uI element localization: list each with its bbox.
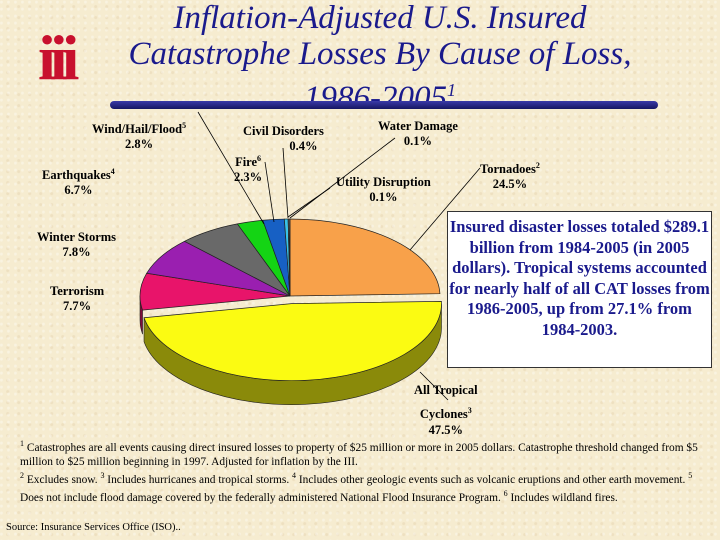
leader-lines [197,111,481,401]
label-earthquakes: Earthquakes4 6.7% [42,164,115,198]
title-line-3: 1986-20051 [110,72,650,116]
fn-text-3: Includes hurricanes and tropical storms. [104,474,293,486]
title-line-2: Catastrophe Losses By Cause of Loss, [128,36,632,72]
fn-mark-3: 3 [100,471,105,481]
fn-mark-6: 6 [503,489,508,499]
leader-water [289,137,396,219]
civil-name: Civil Disorders [243,124,324,138]
winter-name: Winter Storms [37,230,117,244]
fire-value: 2.3% [234,170,263,185]
tropical-name-2-line: Cyclones3 [414,403,478,422]
pie-slice-tornadoes [289,218,441,297]
fn-text-2: Excludes snow. [24,474,101,486]
fire-sup: 6 [257,154,262,163]
label-utility-disruption: Utility Disruption 0.1% [336,175,431,205]
earthquake-sup: 4 [110,167,115,176]
tornado-value: 24.5% [492,177,528,192]
pie-slice-utility-disruption [288,218,291,297]
title-year-range: 1986-2005 [304,80,447,116]
wind-sup: 5 [182,121,187,130]
label-fire: Fire6 2.3% [234,151,262,185]
chart-title: Inflation-Adjusted U.S. Insured Catastro… [110,0,650,116]
leader-tornadoes [409,167,481,251]
pie-top [139,218,442,381]
title-divider [110,101,658,109]
title-line-1: Inflation-Adjusted U.S. Insured [173,0,587,36]
tornado-name: Tornadoes [480,162,536,177]
water-value: 0.1% [403,134,433,148]
title-footnote-mark: 1 [447,80,456,100]
utility-name: Utility Disruption [336,175,431,189]
label-terrorism: Terrorism 7.7% [50,284,104,314]
leader-civil [282,147,289,219]
label-all-tropical-cyclones: All Tropical Cyclones3 47.5% [414,382,478,438]
label-water-damage: Water Damage 0.1% [378,119,458,149]
tropical-name-2: Cyclones [419,407,468,422]
summary-callout: Insured disaster losses totaled $289.1 b… [447,211,712,368]
fn-mark-4: 4 [292,471,297,481]
fn-text-5: Does not include flood damage covered by… [20,492,504,504]
source-note: Source: Insurance Services Office (ISO).… [6,522,181,533]
iii-logo: iii [38,22,79,93]
tropical-value: 47.5% [428,423,463,438]
tropical-name-1: All Tropical [414,383,478,397]
fn-mark-1: 1 [20,439,24,448]
terrorism-name: Terrorism [50,284,105,298]
fn-mark-2: 2 [20,471,24,481]
wind-value: 2.8% [124,137,154,152]
fn-mark-5: 5 [688,471,693,481]
earthquake-value: 6.7% [64,183,93,198]
fn-text-6: Includes wildland fires. [507,492,618,504]
wind-name: Wind/Hail/Flood [92,122,183,137]
leader-wind [197,111,265,225]
terrorism-value: 7.7% [63,299,92,313]
label-winter-storms: Winter Storms 7.8% [37,230,116,260]
label-civil-disorders: Civil Disorders 0.4% [243,124,324,154]
utility-value: 0.1% [369,190,398,204]
label-tornadoes: Tornadoes2 24.5% [480,158,540,192]
tropical-sup: 3 [467,406,472,415]
civil-value: 0.4% [289,139,318,153]
fn-text-4: Includes other geologic events such as v… [296,474,689,486]
fire-name: Fire [235,155,258,170]
label-wind-hail-flood: Wind/Hail/Flood5 2.8% [92,118,186,152]
leader-tropical [419,371,449,401]
tornado-sup: 2 [535,161,540,170]
fn-text-1: Catastrophes are all events causing dire… [20,441,698,468]
water-name: Water Damage [378,119,458,133]
earthquake-name: Earthquakes [42,168,111,183]
pie-slice-all-tropical-cyclones [143,301,442,381]
winter-value: 7.8% [62,245,91,259]
footnotes: 1 Catastrophes are all events causing di… [20,437,710,505]
leader-fire [264,161,275,223]
